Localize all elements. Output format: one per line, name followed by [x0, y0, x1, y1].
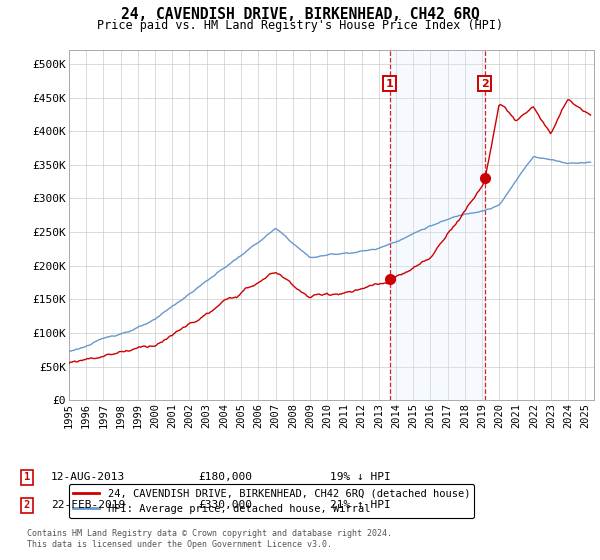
Text: 12-AUG-2013: 12-AUG-2013	[51, 472, 125, 482]
Text: 21% ↑ HPI: 21% ↑ HPI	[330, 500, 391, 510]
Text: 2: 2	[24, 500, 30, 510]
Text: 24, CAVENDISH DRIVE, BIRKENHEAD, CH42 6RQ: 24, CAVENDISH DRIVE, BIRKENHEAD, CH42 6R…	[121, 7, 479, 22]
Text: £180,000: £180,000	[198, 472, 252, 482]
Text: 19% ↓ HPI: 19% ↓ HPI	[330, 472, 391, 482]
Text: 22-FEB-2019: 22-FEB-2019	[51, 500, 125, 510]
Text: £330,000: £330,000	[198, 500, 252, 510]
Text: 1: 1	[386, 78, 394, 88]
Legend: 24, CAVENDISH DRIVE, BIRKENHEAD, CH42 6RQ (detached house), HPI: Average price, : 24, CAVENDISH DRIVE, BIRKENHEAD, CH42 6R…	[69, 484, 474, 518]
Text: Price paid vs. HM Land Registry's House Price Index (HPI): Price paid vs. HM Land Registry's House …	[97, 19, 503, 32]
Text: 2: 2	[481, 78, 488, 88]
Text: Contains HM Land Registry data © Crown copyright and database right 2024.
This d: Contains HM Land Registry data © Crown c…	[27, 529, 392, 549]
Bar	[389, 50, 485, 400]
Text: 1: 1	[24, 472, 30, 482]
